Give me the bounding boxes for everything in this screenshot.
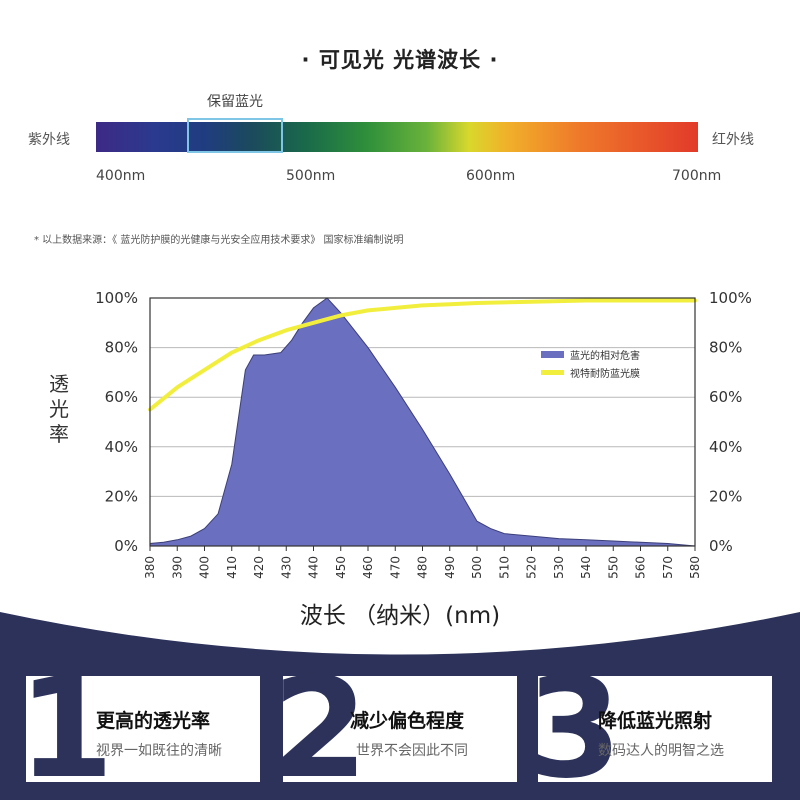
retain-blue-box	[187, 118, 283, 153]
transmittance-chart: 100% 80% 60% 40% 20% 0% 100% 80% 60% 40% 20% 0% 380 3…	[95, 289, 752, 579]
y-tick-label-right: 0%	[709, 537, 733, 555]
y-tick-label-right: 40%	[709, 438, 742, 456]
ir-label: 红外线	[712, 132, 754, 148]
y-tick-label-right: 60%	[709, 388, 742, 406]
legend-swatch	[541, 351, 564, 358]
source-note: * 以上数据来源：《 蓝光防护膜的光健康与光安全应用技术要求》 国家标准编制说明	[34, 235, 404, 246]
spectrum-title: · 可见光 光谱波长 ·	[301, 48, 499, 72]
feature-subtitle: 世界不会因此不同	[356, 743, 468, 759]
x-tick-label: 480	[416, 556, 430, 579]
y-tick-label-left: 80%	[105, 339, 138, 357]
x-tick-label: 420	[252, 556, 266, 579]
legend-label: 蓝光的相对危害	[570, 349, 640, 362]
wavelength-label: 500nm	[286, 168, 336, 184]
feature-number: 3	[526, 648, 623, 809]
y-tick-label-right: 20%	[709, 487, 742, 505]
y-tick-label-left: 60%	[105, 388, 138, 406]
y-tick-label-left: 100%	[95, 289, 138, 307]
x-axis-title: 波长 （纳米）(nm)	[299, 603, 501, 629]
feature-title: 更高的透光率	[96, 710, 211, 732]
film-transmittance-line	[148, 298, 697, 412]
x-tick-label: 470	[388, 556, 402, 579]
x-tick-label: 450	[334, 556, 348, 579]
x-tick-label: 460	[361, 556, 375, 579]
wavelength-label: 600nm	[466, 168, 516, 184]
retain-blue-label: 保留蓝光	[207, 94, 263, 110]
feature-subtitle: 数码达人的明智之选	[598, 743, 724, 759]
feature-title: 减少偏色程度	[350, 710, 465, 732]
x-tick-label: 390	[170, 556, 184, 579]
legend-swatch	[541, 370, 564, 375]
x-tick-label: 570	[661, 556, 675, 579]
y-tick-label-left: 40%	[105, 438, 138, 456]
x-tick-label: 520	[525, 556, 539, 579]
x-tick-label: 580	[688, 556, 702, 579]
spectrum-bar	[96, 122, 698, 152]
feature-card	[26, 676, 260, 782]
feature-title: 降低蓝光照射	[598, 710, 713, 732]
feature-number: 1	[18, 648, 115, 809]
x-tick-label: 430	[279, 556, 293, 579]
x-tick-label: 440	[307, 556, 321, 579]
x-tick-label: 510	[497, 556, 511, 579]
feature-card	[283, 676, 517, 782]
x-tick-label: 410	[225, 556, 239, 579]
x-tick-label: 500	[470, 556, 484, 579]
wavelength-label: 700nm	[672, 168, 722, 184]
legend-label: 视特耐防蓝光膜	[570, 367, 640, 380]
y-tick-label-left: 20%	[105, 487, 138, 505]
x-tick-label: 560	[634, 556, 648, 579]
feature-number: 2	[272, 648, 369, 809]
x-tick-label: 400	[198, 556, 212, 579]
wavelength-label: 400nm	[96, 168, 146, 184]
x-tick-label: 550	[606, 556, 620, 579]
y-tick-label-right: 80%	[709, 339, 742, 357]
x-tick-label: 540	[579, 556, 593, 579]
x-tick-label: 530	[552, 556, 566, 579]
y-axis-title: 透光率	[49, 372, 69, 446]
y-tick-label-left: 0%	[114, 537, 138, 555]
blue-hazard-area	[149, 297, 696, 547]
x-tick-label: 490	[443, 556, 457, 579]
y-tick-label-right: 100%	[709, 289, 752, 307]
feature-card	[538, 676, 772, 782]
x-tick-label: 380	[143, 556, 157, 579]
feature-subtitle: 视界一如既往的清晰	[96, 743, 222, 759]
uv-label: 紫外线	[28, 132, 70, 148]
